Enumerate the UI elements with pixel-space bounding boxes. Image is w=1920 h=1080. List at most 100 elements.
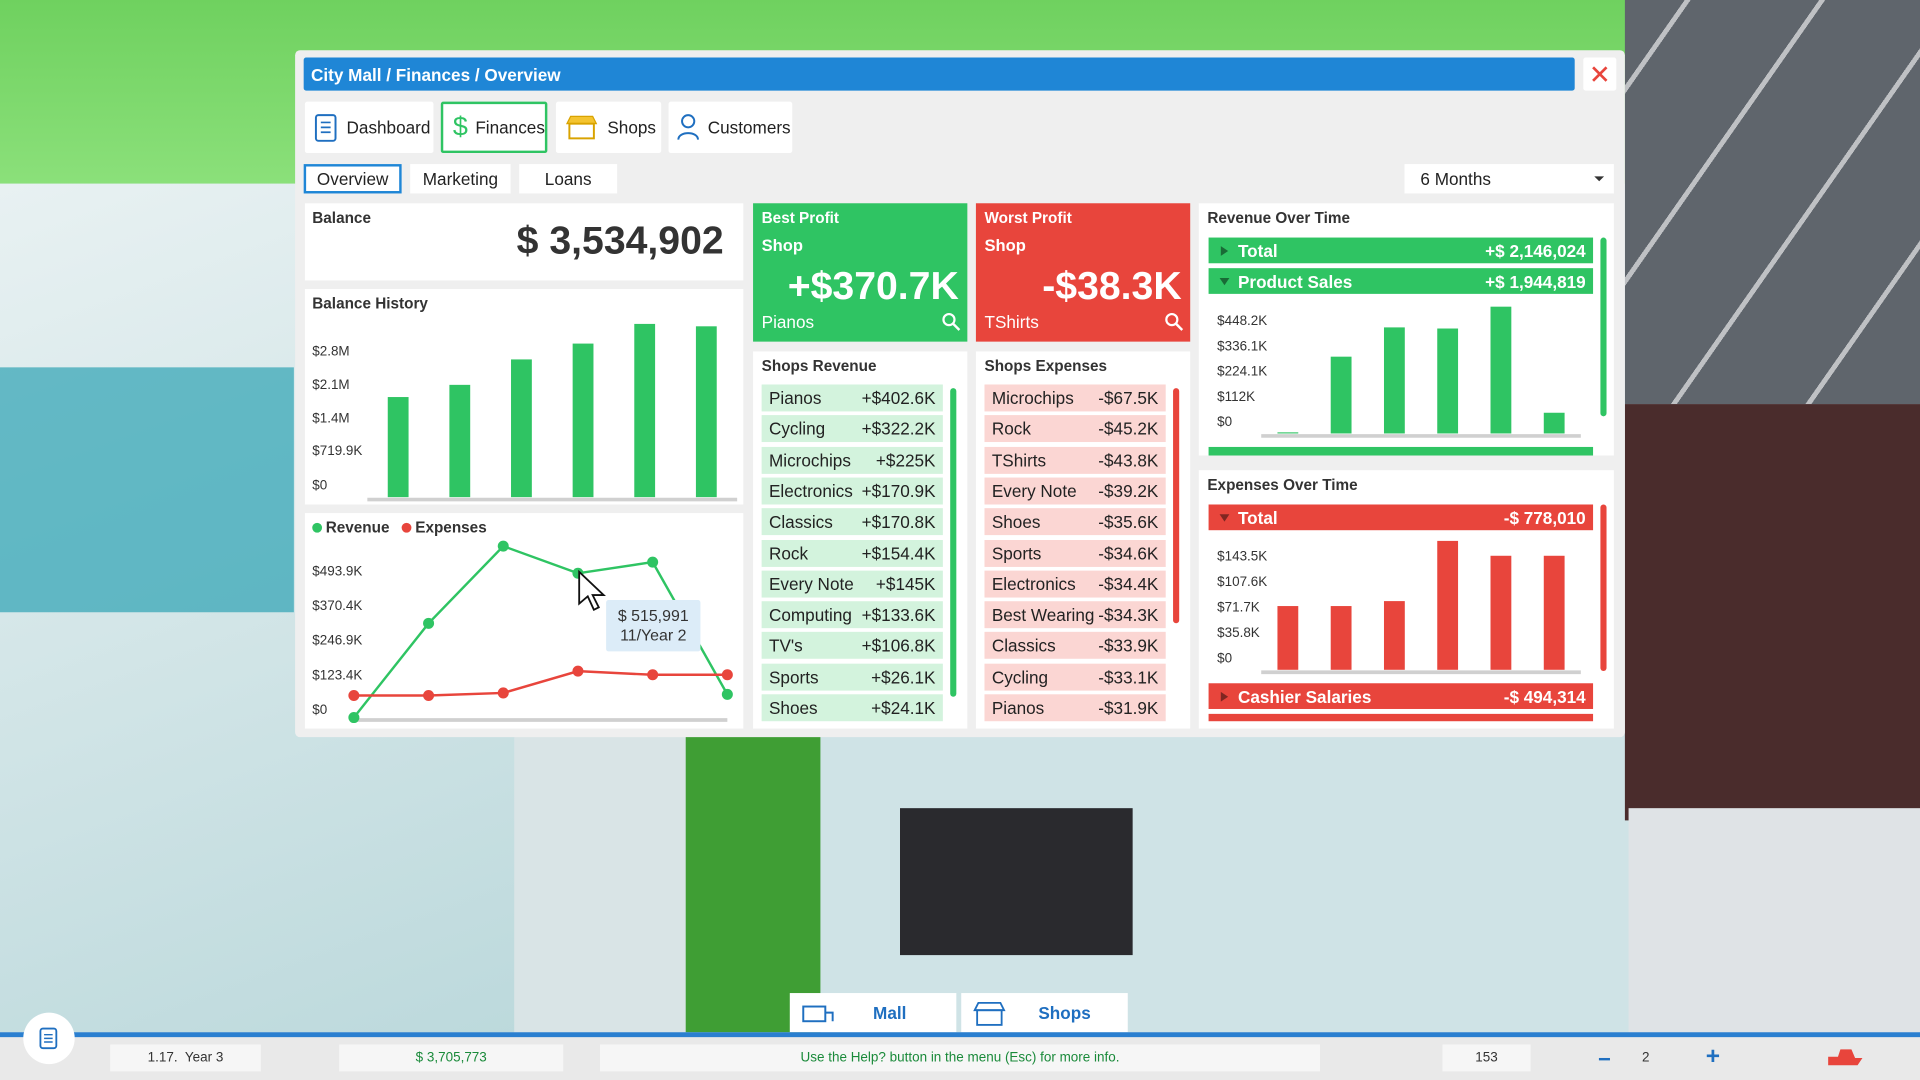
list-row: Rock -$45.2K bbox=[984, 415, 1166, 443]
status-hint: Use the Help? button in the menu (Esc) f… bbox=[600, 1044, 1321, 1072]
search-icon[interactable] bbox=[942, 312, 962, 332]
y-tick-label: $0 bbox=[1217, 414, 1232, 429]
subtab-loans[interactable]: Loans bbox=[519, 164, 618, 194]
mall-button[interactable]: Mall bbox=[789, 993, 957, 1033]
status-money: $ 3,705,773 bbox=[339, 1044, 564, 1072]
svg-text:$: $ bbox=[453, 112, 468, 142]
shops-button[interactable]: Shops bbox=[961, 993, 1128, 1033]
row-value: -$31.9K bbox=[1098, 697, 1159, 718]
finances-icon: $ bbox=[453, 112, 468, 142]
search-icon[interactable] bbox=[1164, 312, 1184, 332]
row-value: +$24.1K bbox=[871, 697, 936, 718]
y-tick-label: $0 bbox=[312, 702, 327, 717]
list-row: Cycling +$322.2K bbox=[761, 415, 943, 443]
bar bbox=[1330, 606, 1352, 670]
scene-hedge bbox=[685, 734, 821, 1035]
tab-dashboard[interactable]: Dashboard bbox=[304, 101, 434, 154]
balance-label: Balance bbox=[312, 209, 371, 227]
row-left: Cashier Salaries bbox=[1218, 686, 1371, 706]
list-row: Shoes +$24.1K bbox=[761, 694, 943, 722]
list-row: Pianos -$31.9K bbox=[984, 694, 1166, 722]
point bbox=[497, 687, 509, 699]
button-label: Shops bbox=[1038, 1002, 1091, 1023]
scrollbar[interactable] bbox=[1600, 504, 1607, 672]
legend-label: Expenses bbox=[415, 519, 487, 537]
bar bbox=[1330, 356, 1352, 434]
revenue-over-time-chart: $0 $112K $224.1K $336.1K $448.2K bbox=[1217, 306, 1581, 438]
card-shop: TShirts bbox=[984, 312, 1039, 332]
bar bbox=[511, 359, 532, 498]
scrollbar[interactable] bbox=[1600, 237, 1607, 417]
list-row: Electronics -$34.4K bbox=[984, 570, 1166, 598]
scene-shelf bbox=[900, 808, 1133, 956]
menu-button[interactable] bbox=[23, 1012, 75, 1065]
speed-down[interactable]: − bbox=[1597, 1046, 1611, 1072]
bulldoze-icon[interactable] bbox=[1824, 1043, 1866, 1070]
expand-arrow[interactable] bbox=[1218, 690, 1230, 702]
bar bbox=[572, 343, 594, 498]
subtab-marketing[interactable]: Marketing bbox=[410, 164, 511, 194]
row-value: +$170.9K bbox=[861, 481, 936, 501]
expand-arrow[interactable] bbox=[1218, 244, 1230, 256]
scrollbar[interactable] bbox=[950, 388, 957, 697]
row-value: -$34.3K bbox=[1098, 605, 1159, 625]
list-row: TV's +$106.8K bbox=[761, 632, 943, 660]
arrow-shape bbox=[1220, 245, 1229, 256]
row-name: Pianos bbox=[991, 697, 1045, 718]
period-dropdown[interactable]: 6 Months bbox=[1404, 164, 1614, 194]
row-name: Microchips bbox=[991, 388, 1074, 408]
row-name: Every Note bbox=[991, 481, 1077, 501]
row-name: Cycling bbox=[991, 666, 1049, 687]
row-value: +$26.1K bbox=[871, 666, 936, 687]
expenses-over-time-chart: $0 $35.8K $71.7K $107.6K $143.5K bbox=[1217, 540, 1581, 675]
tab-customers[interactable]: Customers bbox=[668, 101, 793, 154]
legend-label: Revenue bbox=[325, 519, 390, 537]
scene-floor-right bbox=[1628, 808, 1920, 1035]
legend-item: Expenses bbox=[401, 519, 487, 537]
tab-shops[interactable]: Shops bbox=[555, 101, 662, 154]
bar bbox=[1383, 601, 1405, 670]
y-tick-label: $448.2K bbox=[1217, 313, 1267, 328]
row-left: Product Sales bbox=[1218, 271, 1352, 291]
customers-icon bbox=[677, 114, 699, 140]
tab-finances[interactable]: $ Finances bbox=[440, 101, 548, 154]
row-name: TV's bbox=[768, 635, 803, 656]
row-name: Best Wearing bbox=[991, 605, 1095, 625]
speed-up[interactable]: + bbox=[1705, 1043, 1721, 1071]
row-value: -$67.5K bbox=[1098, 388, 1159, 408]
close-button[interactable] bbox=[1583, 57, 1617, 91]
card-subtitle: Shop bbox=[761, 236, 803, 255]
list-row: Computing +$133.6K bbox=[761, 601, 943, 629]
point bbox=[497, 540, 509, 552]
expand-arrow[interactable] bbox=[1218, 511, 1230, 523]
list-row: Cycling -$33.1K bbox=[984, 663, 1166, 691]
row-left: Total bbox=[1218, 508, 1278, 527]
list-row: Every Note +$145K bbox=[761, 570, 943, 598]
card-value: +$370.7K bbox=[787, 263, 959, 308]
list-row: Every Note -$39.2K bbox=[984, 477, 1166, 505]
tooltip-value: $ 515,991 bbox=[617, 606, 689, 625]
scrollbar[interactable] bbox=[1173, 388, 1180, 624]
card-value: -$38.3K bbox=[1042, 263, 1182, 308]
row-value: +$322.2K bbox=[861, 419, 936, 439]
y-tick-label: $71.7K bbox=[1217, 600, 1260, 615]
summary-row: Total +$ 2,146,024 bbox=[1208, 237, 1594, 264]
list-row: Best Wearing -$34.3K bbox=[984, 601, 1166, 629]
row-value: +$ 1,944,819 bbox=[1485, 271, 1586, 291]
row-value: -$34.6K bbox=[1098, 543, 1159, 563]
tab-label: Finances bbox=[475, 117, 545, 138]
tooltip-date: 11/Year 2 bbox=[620, 625, 687, 645]
bar bbox=[1383, 327, 1405, 434]
y-tick-label: $2.8M bbox=[312, 343, 349, 358]
line bbox=[353, 669, 728, 697]
row-name: Electronics bbox=[991, 574, 1076, 594]
row-left: Total bbox=[1218, 241, 1278, 260]
subtab-overview[interactable]: Overview bbox=[303, 164, 402, 194]
row-value: +$225K bbox=[875, 450, 936, 470]
row-value: -$43.8K bbox=[1098, 450, 1159, 470]
row-name: Product Sales bbox=[1237, 271, 1353, 291]
row-value: -$ 494,314 bbox=[1503, 686, 1586, 706]
row-name: Electronics bbox=[768, 481, 853, 501]
expand-arrow[interactable] bbox=[1218, 275, 1230, 287]
